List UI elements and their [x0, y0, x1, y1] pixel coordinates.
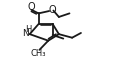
Text: O: O	[48, 5, 55, 15]
Text: CH₃: CH₃	[31, 49, 46, 58]
Text: N: N	[22, 29, 29, 38]
Text: H: H	[25, 25, 32, 34]
Text: O: O	[27, 2, 35, 12]
